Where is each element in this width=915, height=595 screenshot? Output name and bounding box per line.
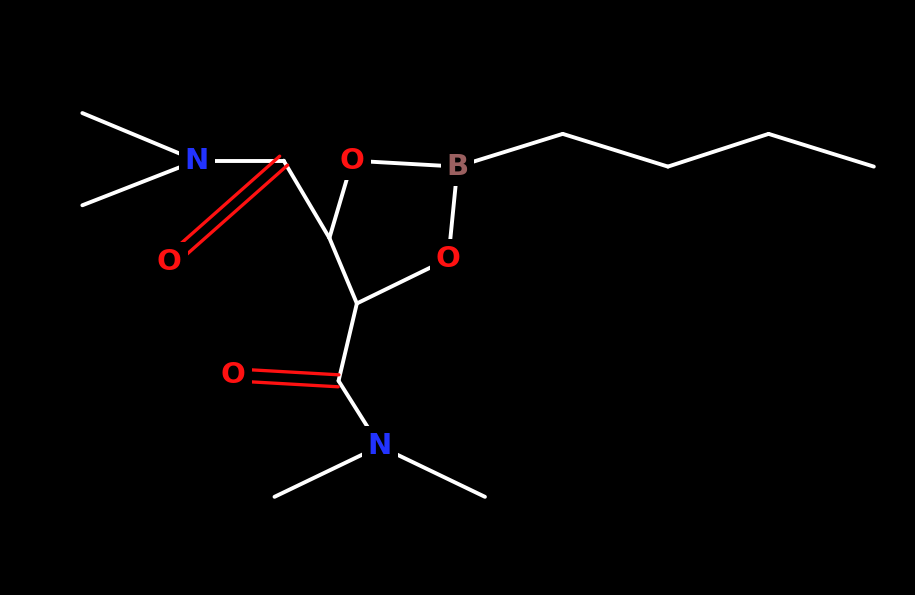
Text: B: B (447, 152, 468, 181)
Text: O: O (221, 361, 246, 389)
Text: O: O (339, 146, 365, 175)
Text: O: O (436, 245, 461, 273)
Text: N: N (185, 146, 209, 175)
Text: O: O (156, 248, 182, 276)
Text: N: N (368, 432, 392, 461)
